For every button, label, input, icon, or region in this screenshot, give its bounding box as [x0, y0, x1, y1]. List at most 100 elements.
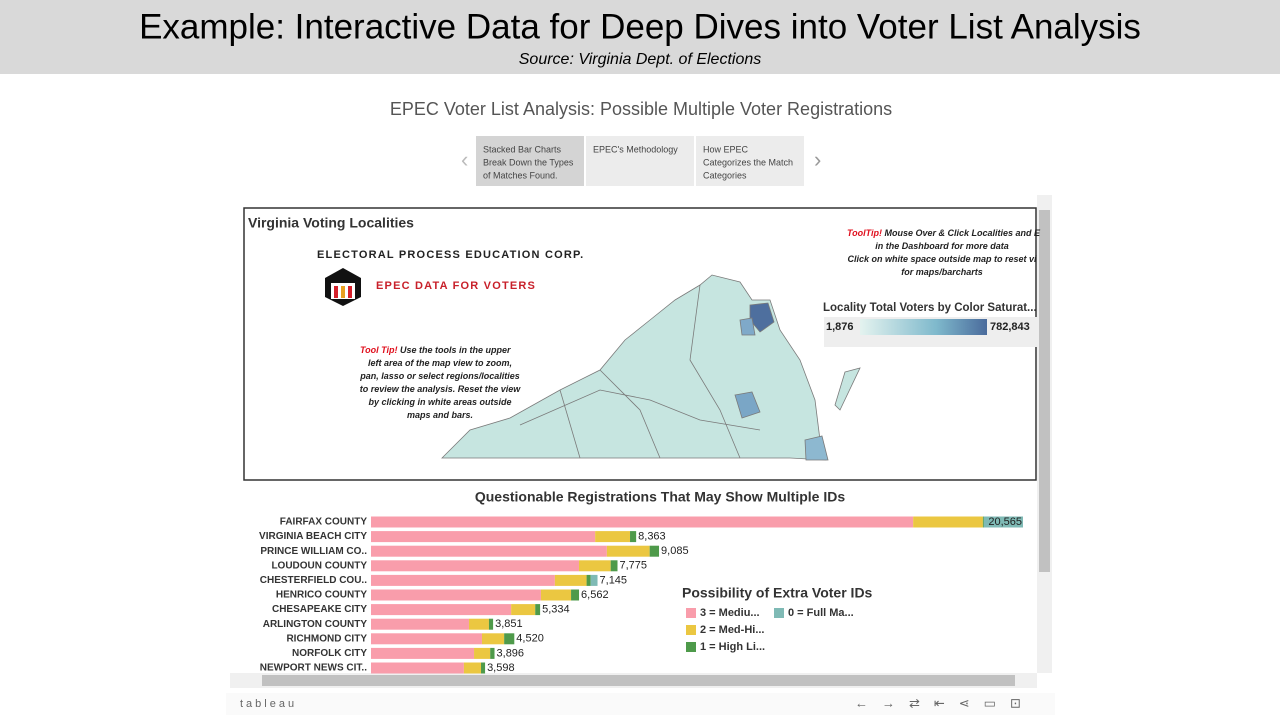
y-tick-label: VIRGINIA BEACH CITY [259, 531, 367, 542]
virginia-map [441, 274, 861, 461]
y-tick-label: HENRICO COUNTY [276, 590, 367, 601]
bar-segment[interactable] [586, 574, 591, 586]
toolbar-icons[interactable]: ←→⇄⇤⋖▭⊡ [855, 695, 1035, 710]
story-point[interactable] [696, 136, 804, 186]
legend-label[interactable]: 1 = High Li... [700, 641, 765, 653]
story-point-text: Categorizes the Match [703, 157, 793, 167]
color-legend-title: Locality Total Voters by Color Saturat..… [823, 302, 1037, 314]
tooltip-text: in the Dashboard for more data [875, 241, 1009, 251]
value-label: 20,565 [988, 516, 1022, 528]
bar-segment[interactable] [371, 531, 596, 543]
bar-segment[interactable] [649, 545, 660, 557]
bar-segment[interactable] [571, 589, 580, 601]
bar-segment[interactable] [468, 618, 489, 630]
bar-segment[interactable] [982, 516, 984, 528]
next-arrow[interactable]: › [814, 147, 821, 172]
legend-label[interactable]: 0 = Full Ma... [788, 607, 854, 619]
bar-segment[interactable] [983, 516, 1023, 528]
tooltip-text: Use the tools in the upper [398, 345, 512, 355]
story-point-text: How EPEC [703, 144, 749, 154]
bar-segment[interactable] [371, 633, 482, 645]
bar-segment[interactable] [511, 604, 536, 616]
y-tick-label: NORFOLK CITY [292, 648, 367, 659]
y-tick-label: CHESAPEAKE CITY [272, 604, 367, 615]
bar-segment[interactable] [481, 633, 505, 645]
value-label: 3,598 [487, 662, 515, 674]
legend-swatch[interactable] [686, 608, 696, 618]
value-label: 7,775 [620, 560, 648, 572]
bar-segment[interactable] [371, 589, 541, 601]
bar-segment[interactable] [578, 560, 611, 572]
story-point[interactable] [586, 136, 694, 186]
dashboard-title: EPEC Voter List Analysis: Possible Multi… [390, 99, 892, 119]
story-point-text: Categories [703, 170, 747, 180]
y-tick-label: CHESTERFIELD COU.. [260, 575, 367, 586]
legend-swatch[interactable] [774, 608, 784, 618]
y-tick-label: RICHMOND CITY [286, 633, 367, 644]
brand: EPEC DATA FOR VOTERS [376, 280, 536, 292]
legend-label[interactable]: 3 = Mediu... [700, 607, 760, 619]
tooltip-line: for maps/barcharts [901, 267, 983, 277]
bar-segment[interactable] [371, 516, 914, 528]
bar-segment[interactable] [371, 618, 469, 630]
bar-segment[interactable] [488, 618, 494, 630]
value-label: 7,145 [600, 574, 628, 586]
logo [325, 268, 361, 306]
prev-arrow[interactable]: ‹ [461, 147, 468, 172]
bar-segment[interactable] [540, 589, 572, 601]
bar-segment[interactable] [371, 647, 475, 659]
slide-title: Example: Interactive Data for Deep Dives… [139, 7, 1141, 46]
value-label: 9,085 [661, 545, 689, 557]
value-label: 5,334 [542, 604, 570, 616]
source: Source: Virginia Dept. of Elections [519, 51, 762, 68]
story-point[interactable] [476, 136, 584, 186]
tooltip-text: Click on white space outside map to rese… [847, 254, 1037, 264]
bar-segment[interactable] [606, 545, 650, 557]
bar-segment[interactable] [474, 647, 491, 659]
tooltip-line: by clicking in white areas outside [368, 397, 511, 407]
tooltip-line: Tool Tip! Use the tools in the upper [360, 345, 511, 355]
y-tick-label: LOUDOUN COUNTY [271, 560, 367, 571]
y-tick-label: PRINCE WILLIAM CO.. [260, 546, 367, 557]
legend-label[interactable]: 2 = Med-Hi... [700, 624, 765, 636]
legend-swatch[interactable] [686, 625, 696, 635]
bar-segment[interactable] [463, 662, 482, 674]
value-label: 3,851 [495, 618, 523, 630]
bar-segment[interactable] [504, 633, 515, 645]
bar-segment[interactable] [595, 531, 631, 543]
story-point-text: Break Down the Types [483, 157, 574, 167]
h-scroll-thumb[interactable] [262, 675, 1015, 686]
tooltip-text: pan, lasso or select regions/localities [359, 371, 520, 381]
bar-segment[interactable] [590, 574, 598, 586]
tooltip-line: ToolTip! Mouse Over & Click Localities a… [847, 228, 1041, 238]
chart-title: Questionable Registrations That May Show… [475, 489, 845, 505]
bar-segment[interactable] [371, 545, 607, 557]
bar-segment[interactable] [371, 574, 555, 586]
tooltip-line: Click on white space outside map to rese… [847, 254, 1037, 264]
tableau-logo[interactable]: tableau [240, 698, 297, 710]
y-tick-label: ARLINGTON COUNTY [263, 619, 368, 630]
bar-segment[interactable] [371, 604, 512, 616]
bar-segment[interactable] [630, 531, 637, 543]
bar-segment[interactable] [554, 574, 587, 586]
bar-segment[interactable] [371, 560, 579, 572]
tooltip-label: Tool Tip! [360, 345, 398, 355]
legend-swatch[interactable] [686, 642, 696, 652]
value-label: 4,520 [516, 633, 544, 645]
bar-segment[interactable] [371, 662, 464, 674]
value-label: 8,363 [638, 531, 666, 543]
tooltip-text: to review the analysis. Reset the view [360, 384, 522, 394]
story-points: Stacked Bar Charts Break Down the Types of… [476, 136, 804, 186]
color-legend-max: 782,843 [990, 321, 1030, 333]
value-label: 3,896 [497, 647, 525, 659]
bar-segment[interactable] [481, 662, 486, 674]
tooltip-line: left area of the map view to zoom, [368, 358, 512, 368]
bar-segment[interactable] [610, 560, 618, 572]
scroll-thumb[interactable] [1039, 210, 1050, 572]
bar-segment[interactable] [913, 516, 983, 528]
bar-segment[interactable] [490, 647, 495, 659]
bar-segment[interactable] [535, 604, 541, 616]
tooltip-line: to review the analysis. Reset the view [360, 384, 522, 394]
header-band [0, 0, 1280, 74]
